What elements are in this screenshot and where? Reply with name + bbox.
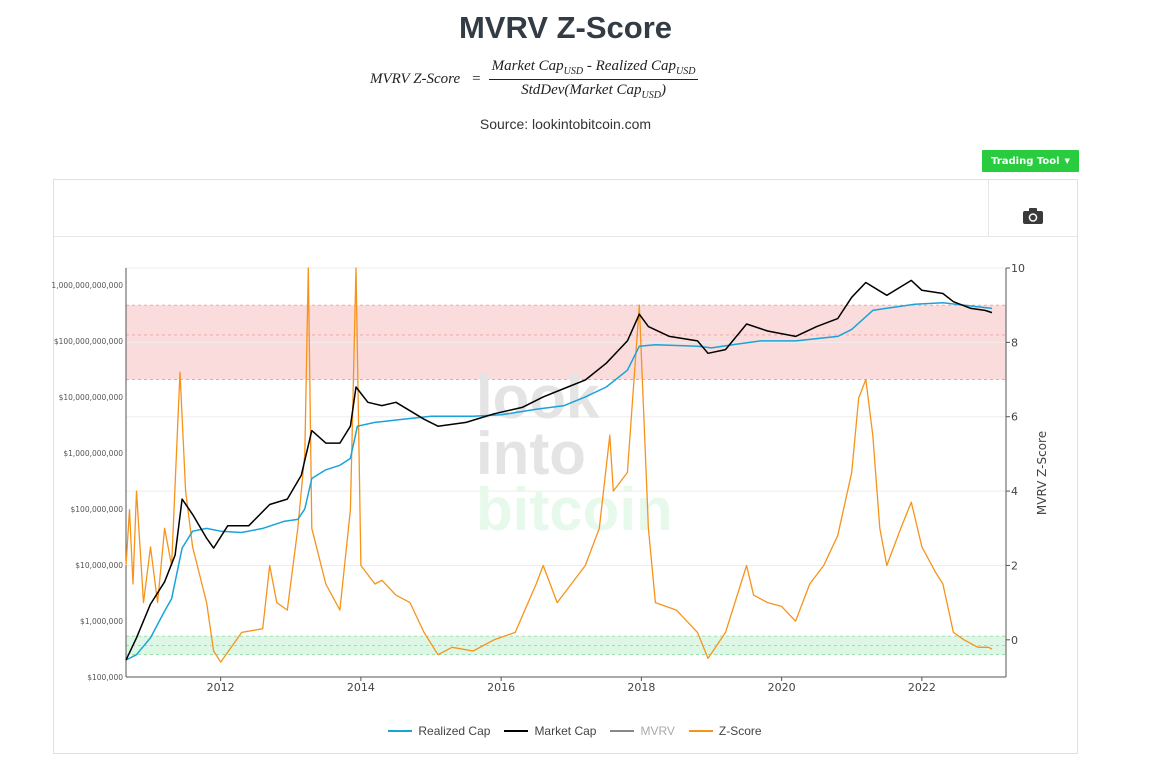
- legend: Realized Cap Market Cap MVRV Z-Score: [0, 724, 1150, 738]
- y-right-tick-label: 4: [1011, 485, 1018, 498]
- series-z-score: [125, 267, 993, 663]
- legend-swatch: [688, 730, 713, 732]
- y-right-tick-label: 2: [1011, 559, 1018, 572]
- formula-numerator: Market CapUSD - Realized CapUSD: [488, 58, 699, 80]
- watermark-word: look: [476, 364, 600, 431]
- formula-denominator: StdDev(Market CapUSD): [521, 82, 666, 101]
- y-right-tick-label: 6: [1011, 411, 1018, 424]
- chart-container: [53, 179, 1078, 754]
- y-left-tick-label: $100,000,000: [71, 505, 124, 514]
- formula: MVRV Z-Score = Market CapUSD - Realized …: [370, 58, 699, 101]
- formula-fraction: Market CapUSD - Realized CapUSD StdDev(M…: [488, 58, 699, 101]
- x-tick-label: 2022: [908, 681, 936, 694]
- y-left-tick-label: $10,000,000: [75, 561, 123, 570]
- x-tick-label: 2018: [627, 681, 655, 694]
- toolbar-separator: [988, 180, 989, 236]
- y-right-tick-label: 8: [1011, 336, 1018, 349]
- y-left-tick-label: $100,000,000,000: [54, 337, 123, 346]
- y-right-tick-label: 0: [1011, 634, 1018, 647]
- y-left-tick-label: $1,000,000: [80, 617, 123, 626]
- x-tick-label: 2020: [768, 681, 796, 694]
- y-left-tick-label: 1,000,000,000,000: [51, 281, 123, 290]
- legend-item-z-score[interactable]: Z-Score: [688, 724, 762, 738]
- legend-item-realized-cap[interactable]: Realized Cap: [388, 724, 490, 738]
- y-right-tick-label: 10: [1011, 262, 1025, 275]
- x-tick-label: 2016: [487, 681, 515, 694]
- watermark-word: bitcoin: [476, 476, 673, 543]
- x-tick-label: 2012: [207, 681, 235, 694]
- formula-equals: =: [472, 71, 481, 87]
- y-left-tick-label: $10,000,000,000: [59, 393, 124, 402]
- legend-swatch: [504, 730, 529, 732]
- caret-down-icon: ▼: [1064, 157, 1070, 165]
- y-left-tick-label: $100,000: [87, 673, 123, 682]
- trading-tool-dropdown-button[interactable]: Trading Tool ▼: [982, 150, 1079, 172]
- camera-icon[interactable]: [1022, 206, 1044, 226]
- legend-swatch: [610, 730, 635, 732]
- series-realized-cap: [125, 301, 993, 661]
- legend-item-mvrv[interactable]: MVRV: [610, 724, 675, 738]
- toolbar-divider: [53, 236, 1078, 237]
- x-tick-label: 2014: [347, 681, 375, 694]
- watermark-word: into: [476, 420, 586, 487]
- legend-swatch: [388, 730, 413, 732]
- formula-lhs: MVRV Z-Score: [370, 71, 461, 87]
- y-right-axis-title: MVRV Z-Score: [1035, 431, 1049, 515]
- legend-item-market-cap[interactable]: Market Cap: [504, 724, 596, 738]
- trading-tool-label: Trading Tool: [991, 155, 1060, 167]
- source-text: Source: lookintobitcoin.com: [479, 116, 652, 132]
- y-left-tick-label: $1,000,000,000: [63, 449, 123, 458]
- page-title: MVRV Z-Score: [458, 10, 673, 45]
- series-market-cap: [125, 279, 993, 661]
